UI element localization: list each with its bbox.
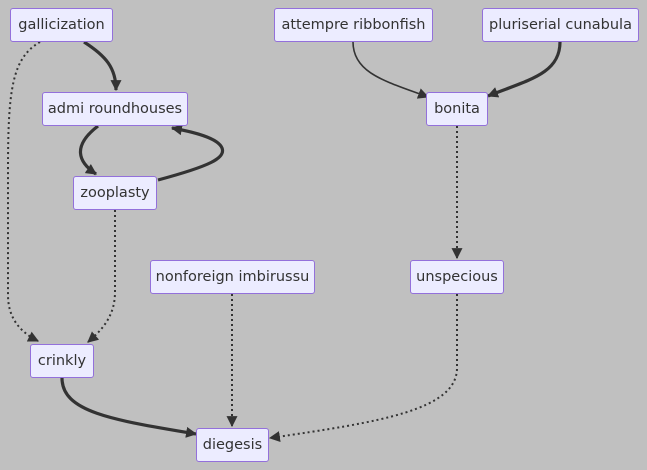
- node-zooplasty[interactable]: zooplasty: [73, 176, 157, 210]
- node-gallicization[interactable]: gallicization: [10, 8, 113, 42]
- edge-zooplasty-to-crinkly: [87, 210, 116, 343]
- node-pluriserial-cunabula[interactable]: pluriserial cunabula: [482, 8, 639, 42]
- node-nonforeign-imbirussu[interactable]: nonforeign imbirussu: [150, 260, 315, 294]
- node-unspecious[interactable]: unspecious: [410, 260, 504, 294]
- edge-admi-roundhouses-to-zooplasty: [78, 124, 99, 176]
- node-admi-roundhouses[interactable]: admi roundhouses: [42, 92, 188, 126]
- edge-zooplasty-to-admi-roundhouses: [157, 124, 225, 182]
- edge-gallicization-to-crinkly: [7, 41, 41, 342]
- edge-attempre-ribbonfish-to-bonita: [352, 41, 430, 99]
- node-diegesis[interactable]: diegesis: [196, 428, 269, 462]
- node-attempre-ribbonfish[interactable]: attempre ribbonfish: [274, 8, 433, 42]
- edge-crinkly-to-diegesis: [60, 377, 198, 438]
- edge-pluriserial-cunabula-to-bonita: [486, 41, 562, 98]
- node-crinkly[interactable]: crinkly: [30, 344, 94, 378]
- edge-gallicization-to-admi-roundhouses: [83, 40, 122, 92]
- edge-unspecious-to-diegesis: [268, 294, 458, 443]
- node-bonita[interactable]: bonita: [426, 92, 488, 126]
